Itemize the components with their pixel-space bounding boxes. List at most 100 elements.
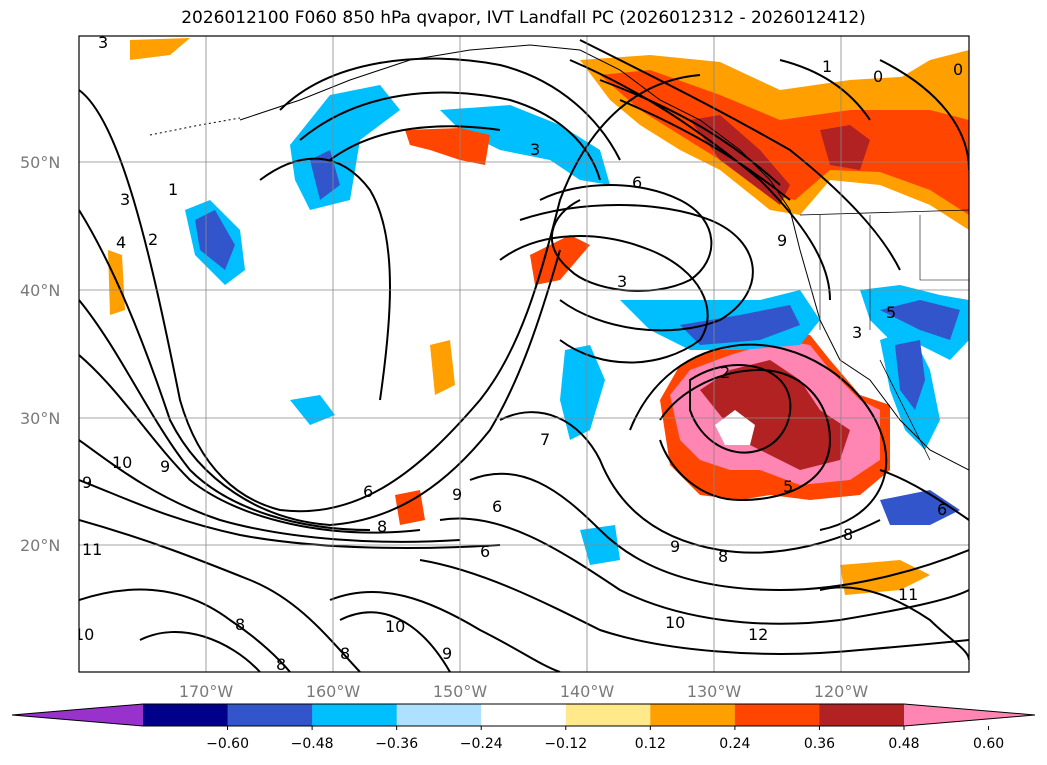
shade-pos-s (395, 490, 425, 525)
map-plot-area: 3 1 3 2 4 3 6 3 1 0 0 9 2 3 5 7 9 10 9 6… (74, 33, 969, 674)
contour-label: 0 (873, 67, 883, 86)
contour-label: 9 (670, 537, 680, 556)
contour-label: 2 (148, 230, 158, 249)
longitude-labels: 170°W 160°W 150°W 140°W 130°W 120°W (179, 682, 869, 701)
contour-label: 10 (112, 453, 132, 472)
lon-label-140w: 140°W (560, 682, 615, 701)
contour-label: 3 (120, 190, 130, 209)
colorbar-swatch (143, 704, 229, 726)
colorbar-swatch (650, 704, 736, 726)
contour-label: 4 (116, 233, 126, 252)
shade-pos-subtropic-core (700, 360, 850, 470)
contour-label: 6 (480, 542, 490, 561)
contour-label: 10 (74, 625, 94, 644)
shade-pos-coast-tip (690, 115, 790, 205)
colorbar-swatch (481, 704, 567, 726)
lon-label-130w: 130°W (687, 682, 742, 701)
contour-label: 1 (822, 57, 832, 76)
contour-label: 11 (82, 540, 102, 559)
shade-neg-se (880, 490, 960, 525)
shade-neg-central (440, 105, 610, 185)
colorbar-swatch (565, 704, 651, 726)
shade-hole (715, 410, 755, 445)
colorbar-tick-label: 0.12 (635, 736, 666, 752)
colorbar-swatch (734, 704, 820, 726)
shade-neg-mid (560, 345, 605, 440)
shade-neg-west-core (195, 210, 235, 270)
baja (879, 359, 931, 461)
contour-label: 8 (377, 517, 387, 536)
colorbar-outline (11, 703, 1036, 727)
contour-label: 9 (452, 485, 462, 504)
border-us-canada (799, 209, 969, 216)
lat-label-50n: 50°N (20, 153, 60, 172)
colorbar-tick-label: −0.60 (206, 736, 249, 752)
contour-label: 11 (898, 585, 918, 604)
contour-label: 6 (492, 497, 502, 516)
shade-neg-sw (290, 395, 335, 425)
contour-label: 6 (363, 482, 373, 501)
colorbar-swatch (396, 704, 482, 726)
colorbar-swatch (227, 704, 313, 726)
colorbar-tick-label: −0.24 (460, 736, 503, 752)
colorbar-tick-label: 0.48 (888, 736, 919, 752)
contour-label: 5 (886, 303, 896, 322)
lat-label-40n: 40°N (20, 281, 60, 300)
colorbar-tick-label: 0.36 (804, 736, 835, 752)
aleutians (149, 117, 241, 136)
contour-label: 8 (276, 655, 286, 674)
colorbar-tick-label: −0.36 (375, 736, 418, 752)
graticule (79, 36, 969, 672)
contour-label: 9 (82, 473, 92, 492)
colorbar-swatch (312, 704, 398, 726)
shade-neg-east-core (880, 300, 960, 340)
lon-label-160w: 160°W (306, 682, 361, 701)
contour-label: 3 (98, 33, 108, 52)
contour-label: 7 (540, 430, 550, 449)
lon-label-120w: 120°W (814, 682, 869, 701)
contour-label: 10 (385, 617, 405, 636)
shade-pos-gulf-n (405, 128, 490, 165)
colorbar-swatch (819, 704, 905, 726)
contour-label: 8 (235, 615, 245, 634)
state-lines (819, 215, 969, 330)
contour-label: 3 (852, 323, 862, 342)
lat-label-30n: 30°N (20, 409, 60, 428)
contour-label: 10 (665, 613, 685, 632)
shade-pos-nw-coast-inner (600, 70, 969, 215)
lat-label-20n: 20°N (20, 536, 60, 555)
colorbar-tick-label: 0.60 (973, 736, 1004, 752)
contour-label: 12 (748, 625, 768, 644)
contour-label: 9 (160, 457, 170, 476)
colorbar: −0.60 −0.48 −0.36 −0.24 −0.12 0.12 0.24 0.36 0.4… (11, 703, 1036, 752)
colorbar-extend-low (12, 704, 143, 726)
shade-pos-c (430, 340, 455, 395)
colorbar-tick-label: −0.12 (544, 736, 587, 752)
shade-pos-nw-coast-core (820, 125, 870, 170)
contour-label: 9 (442, 644, 452, 663)
contour-label: 8 (843, 525, 853, 544)
colorbar-tick-label: 0.24 (719, 736, 750, 752)
shade-neg-gulf-core (310, 150, 340, 200)
ivt-contours (79, 39, 969, 672)
contour-labels: 3 1 3 2 4 3 6 3 1 0 0 9 2 3 5 7 9 10 9 6… (74, 33, 963, 674)
shade-neg-40n-core (680, 305, 800, 345)
map-title: 2026012100 F060 850 hPa qvapor, IVT Land… (181, 8, 866, 28)
shade-pos-top (130, 38, 190, 60)
contour-label: 5 (783, 477, 793, 496)
contour-label: 1 (168, 180, 178, 199)
contour-label: 9 (777, 231, 787, 250)
contour-label: 8 (340, 644, 350, 663)
map-frame (78, 35, 970, 673)
shade-pos-ne-corner (880, 50, 969, 100)
lon-label-150w: 150°W (433, 682, 488, 701)
shade-neg-baja-core (895, 340, 925, 410)
colorbar-tick-label: −0.48 (291, 736, 334, 752)
colorbar-extend-high (904, 704, 1035, 726)
contour-label: 8 (718, 547, 728, 566)
latitude-labels: 50°N 40°N 30°N 20°N (20, 153, 60, 555)
lon-label-170w: 170°W (179, 682, 234, 701)
contour-label: 6 (937, 500, 947, 519)
contour-label: 3 (530, 140, 540, 159)
